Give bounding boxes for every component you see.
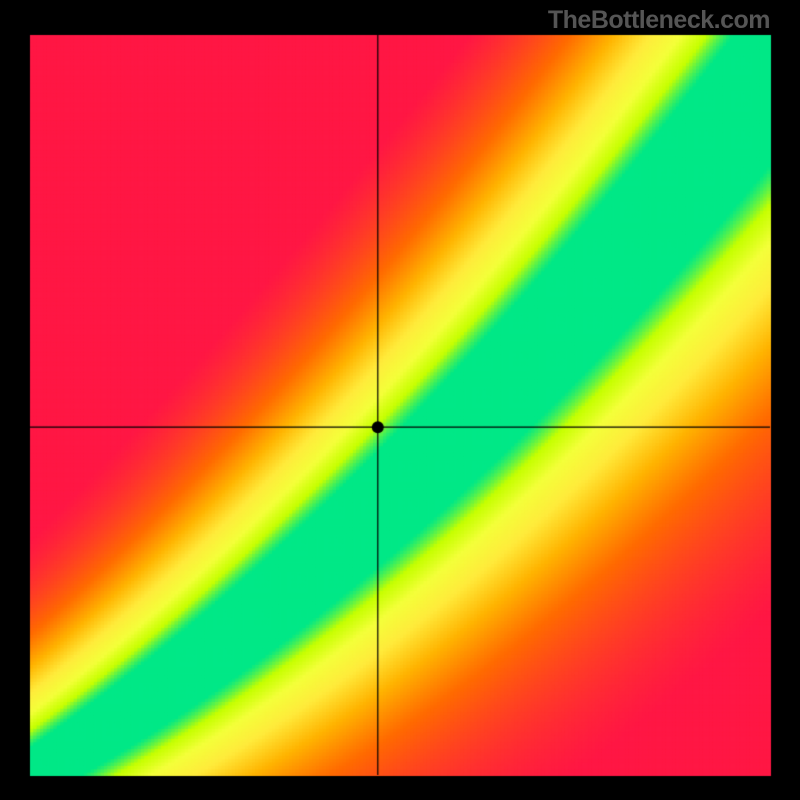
- bottleneck-heatmap: [0, 0, 800, 800]
- watermark: TheBottleneck.com: [548, 6, 770, 35]
